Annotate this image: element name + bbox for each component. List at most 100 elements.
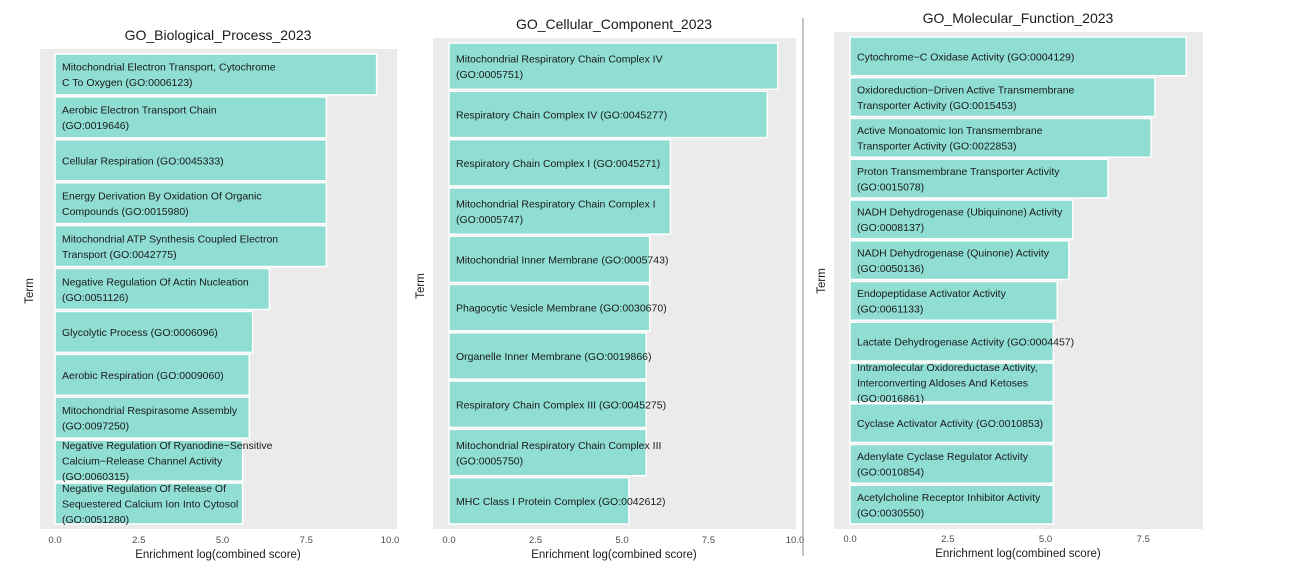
bar-label: NADH Dehydrogenase (Quinone) Activity (GO… [857, 247, 1050, 275]
bar [849, 321, 1055, 362]
bar-label: MHC Class I Protein Complex (GO:0042612) [456, 496, 666, 508]
bar-label: Mitochondrial Respiratory Chain Complex … [456, 53, 663, 81]
bar-label-line: (GO:0005747) [456, 214, 523, 226]
bar-label-line: Mitochondrial Respirasome Assembly [62, 405, 238, 417]
bar-label-line: Negative Regulation Of Ryanodine−Sensiti… [62, 440, 273, 452]
bar-label: Negative Regulation Of Release Of Sequest… [62, 483, 238, 526]
bar-label-line: MHC Class I Protein Complex (GO:0042612) [456, 496, 666, 508]
bar-label: Energy Derivation By Oxidation Of Organi… [62, 190, 262, 218]
bar-label: Mitochondrial Respiratory Chain Complex … [456, 440, 661, 468]
bar-label: Mitochondrial Electron Transport, Cytoch… [62, 62, 276, 90]
bar-label-line: Adenylate Cyclase Regulator Activity [857, 451, 1029, 463]
bar [54, 181, 328, 225]
bar-label-line: Aerobic Respiration (GO:0009060) [62, 370, 224, 382]
bar-label-line: (GO:0005751) [456, 69, 523, 81]
bar-label-line: Proton Transmembrane Transporter Activit… [857, 166, 1060, 178]
bar-label: Respiratory Chain Complex I (GO:0045271) [456, 158, 660, 170]
x-tick-label: 7.5 [702, 535, 715, 546]
bar-label-line: Lactate Dehydrogenase Activity (GO:00044… [857, 337, 1074, 349]
bar [448, 476, 630, 525]
bar [849, 199, 1074, 240]
bar-label-line: (GO:0050136) [857, 263, 924, 275]
bar-label: Respiratory Chain Complex III (GO:004527… [456, 399, 666, 411]
bar-label-line: Endopeptidase Activator Activity [857, 288, 1007, 300]
bar-label: Lactate Dehydrogenase Activity (GO:00044… [857, 337, 1074, 349]
bar [448, 428, 647, 477]
bar [448, 283, 651, 332]
bar [849, 443, 1055, 484]
bar [54, 482, 244, 525]
bar-label-line: NADH Dehydrogenase (Quinone) Activity [857, 247, 1050, 259]
bar-label: Negative Regulation Of Ryanodine−Sensiti… [62, 440, 273, 483]
bar-label-line: Active Monoatomic Ion Transmembrane [857, 125, 1043, 137]
bar [849, 362, 1055, 403]
bar [54, 310, 254, 354]
bar-label-line: Phagocytic Vesicle Membrane (GO:0030670) [456, 303, 667, 315]
x-tick-label: 2.5 [529, 535, 542, 546]
bar-label-line: Cyclase Activator Activity (GO:0010853) [857, 418, 1043, 430]
bar-label: Organelle Inner Membrane (GO:0019866) [456, 351, 652, 363]
bar [448, 380, 647, 429]
bar-label-line: Respiratory Chain Complex I (GO:0045271) [456, 158, 660, 170]
chart-molecular-function: GO_Molecular_Function_2023 Term Enrichme… [816, 10, 1203, 560]
bar-label-line: Mitochondrial ATP Synthesis Coupled Elec… [62, 233, 278, 245]
bar-label-line: Sequestered Calcium Ion Into Cytosol [62, 499, 238, 511]
bar [849, 280, 1058, 321]
bar [448, 90, 769, 139]
bar [54, 224, 328, 268]
bar-label-line: Mitochondrial Inner Membrane (GO:0005743… [456, 254, 668, 266]
bar-label-line: Mitochondrial Respiratory Chain Complex … [456, 53, 663, 65]
bar-label-line: (GO:0097250) [62, 420, 129, 432]
chart-title: GO_Biological_Process_2023 [125, 27, 312, 43]
bar-label-line: (GO:0005750) [456, 455, 523, 467]
x-tick-label: 5.0 [1039, 534, 1052, 545]
bar [849, 77, 1156, 118]
x-tick-label: 0.0 [48, 535, 61, 546]
x-tick-label: 7.5 [300, 535, 313, 546]
bar-label: Mitochondrial ATP Synthesis Coupled Elec… [62, 233, 278, 261]
bar-label-line: (GO:0061133) [857, 304, 923, 316]
bar-label: Cellular Respiration (GO:0045333) [62, 155, 224, 167]
bar-label-line: Cytochrome−C Oxidase Activity (GO:000412… [857, 51, 1074, 63]
bar [849, 240, 1070, 281]
bar-label-line: Interconverting Aldoses And Ketoses [857, 377, 1028, 389]
bar-label-line: (GO:0019646) [62, 120, 129, 132]
bar-label-line: Cellular Respiration (GO:0045333) [62, 155, 224, 167]
y-axis-label: Term [415, 273, 427, 299]
bar-label: Proton Transmembrane Transporter Activit… [857, 166, 1060, 194]
bar-label-line: (GO:0010854) [857, 467, 924, 479]
bar-label-line: Oxidoreduction−Driven Active Transmembra… [857, 84, 1075, 96]
y-axis-label: Term [816, 268, 828, 294]
bar [54, 139, 328, 182]
bar [849, 36, 1188, 77]
x-tick-label: 10.0 [786, 535, 805, 546]
bar-label: Active Monoatomic Ion Transmembrane Trans… [857, 125, 1043, 153]
bar-label: Mitochondrial Respirasome Assembly (GO:00… [62, 405, 238, 433]
bar [54, 267, 271, 311]
x-tick-label: 10.0 [381, 535, 400, 546]
bar [448, 187, 672, 235]
bar-label: Respiratory Chain Complex IV (GO:0045277… [456, 109, 667, 121]
bar-label: Aerobic Electron Transport Chain (GO:0019… [62, 105, 217, 133]
bar [448, 332, 647, 380]
bar-label-line: (GO:0030550) [857, 507, 924, 519]
x-tick-label: 5.0 [216, 535, 229, 546]
bar-label-line: Glycolytic Process (GO:0006096) [62, 327, 218, 339]
bar [849, 117, 1152, 158]
bar [849, 403, 1055, 444]
bar-label-line: C To Oxygen (GO:0006123) [62, 77, 193, 89]
bar-label-line: Respiratory Chain Complex III (GO:004527… [456, 399, 666, 411]
bar [54, 353, 251, 397]
bar-label-line: Respiratory Chain Complex IV (GO:0045277… [456, 109, 667, 121]
bar [54, 396, 251, 439]
bar-label: Acetylcholine Receptor Inhibitor Activit… [857, 492, 1041, 520]
bar-label: Mitochondrial Inner Membrane (GO:0005743… [456, 254, 668, 266]
chart-cellular-component: GO_Cellular_Component_2023 Term Enrichme… [415, 16, 804, 561]
bar-label: Endopeptidase Activator Activity (GO:0061… [857, 288, 1007, 316]
bar [448, 42, 779, 91]
bar-label: Adenylate Cyclase Regulator Activity (GO:… [857, 451, 1029, 479]
x-tick-label: 0.0 [442, 535, 455, 546]
bar-label-line: Aerobic Electron Transport Chain [62, 105, 217, 117]
bar-label-line: Intramolecular Oxidoreductase Activity, [857, 362, 1038, 374]
